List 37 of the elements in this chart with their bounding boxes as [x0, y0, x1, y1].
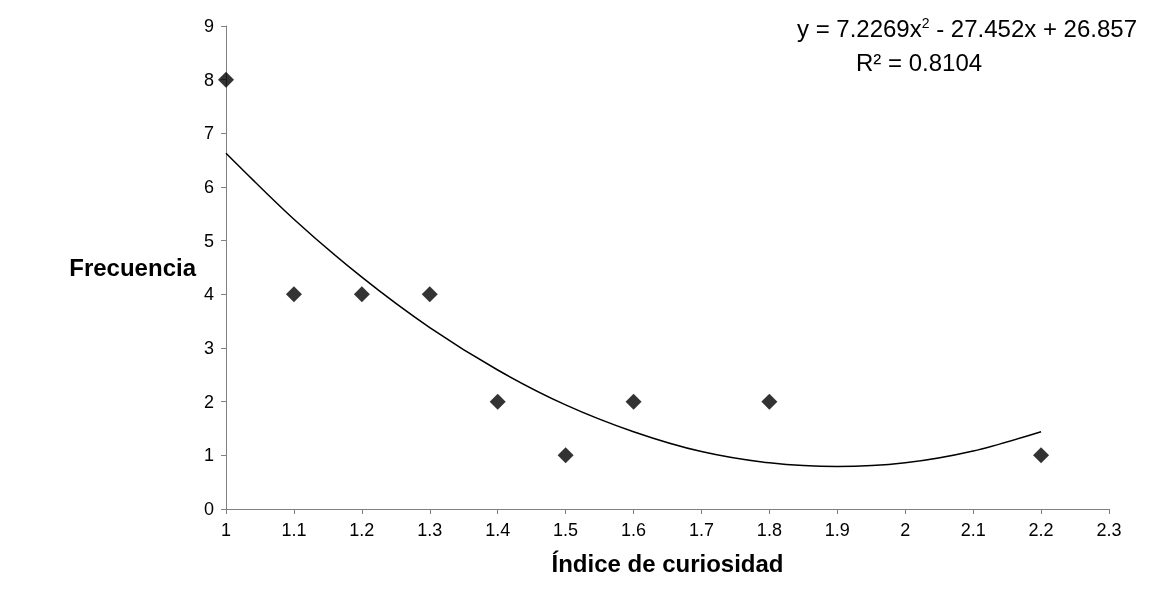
x-tick-label: 1 — [220, 520, 232, 540]
x-tick-label: 1.8 — [756, 520, 782, 540]
x-tick-label: 2.2 — [1028, 520, 1054, 540]
x-tick-label: 2.1 — [960, 520, 986, 540]
y-tick-label: 8 — [203, 69, 214, 90]
y-tick-label: 3 — [203, 338, 214, 358]
point — [557, 447, 574, 464]
point — [489, 393, 506, 410]
point — [285, 286, 302, 303]
y-tick-label: 9 — [203, 16, 214, 36]
annotation: R² = 0.8104 — [856, 48, 983, 76]
y-axis-title: Frecuencia — [69, 254, 197, 281]
y-tick-label: 6 — [203, 177, 214, 197]
point — [421, 286, 438, 303]
line-series — [225, 152, 1042, 468]
y-tick-label: 0 — [203, 499, 214, 519]
point — [625, 393, 642, 410]
y-tick-label: 7 — [203, 123, 214, 144]
point — [353, 286, 370, 303]
point — [1033, 447, 1050, 464]
x-tick-label: 1.4 — [485, 520, 511, 540]
x-tick-label: 1.6 — [621, 520, 647, 540]
y-tick-label: 4 — [203, 284, 214, 305]
point — [761, 393, 778, 410]
y-tick-label: 1 — [203, 445, 214, 466]
x-tick-label: 1.9 — [824, 520, 850, 540]
x-tick-label: 2.3 — [1096, 520, 1122, 540]
y-tick-label: 2 — [203, 391, 214, 412]
x-tick-label: 1.1 — [281, 520, 307, 540]
x-tick-label: 1.3 — [417, 520, 443, 540]
x-tick-label: 1.2 — [349, 520, 375, 540]
x-tick-label: 2 — [900, 520, 911, 540]
y-tick-label: 5 — [203, 230, 214, 251]
point — [218, 71, 234, 88]
x-tick-label: 1.7 — [688, 520, 714, 540]
x-axis-title: Índice de curiosidad — [551, 549, 784, 577]
x-tick-label: 1.5 — [553, 520, 579, 540]
